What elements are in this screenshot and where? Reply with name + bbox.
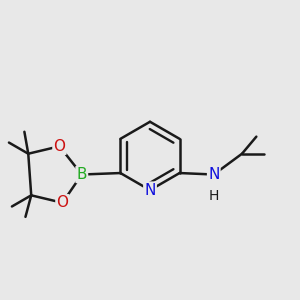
Text: H: H bbox=[208, 189, 219, 203]
Text: N: N bbox=[208, 167, 220, 182]
Text: O: O bbox=[53, 139, 65, 154]
Text: O: O bbox=[56, 195, 68, 210]
Text: N: N bbox=[144, 183, 156, 198]
Text: B: B bbox=[76, 167, 87, 182]
